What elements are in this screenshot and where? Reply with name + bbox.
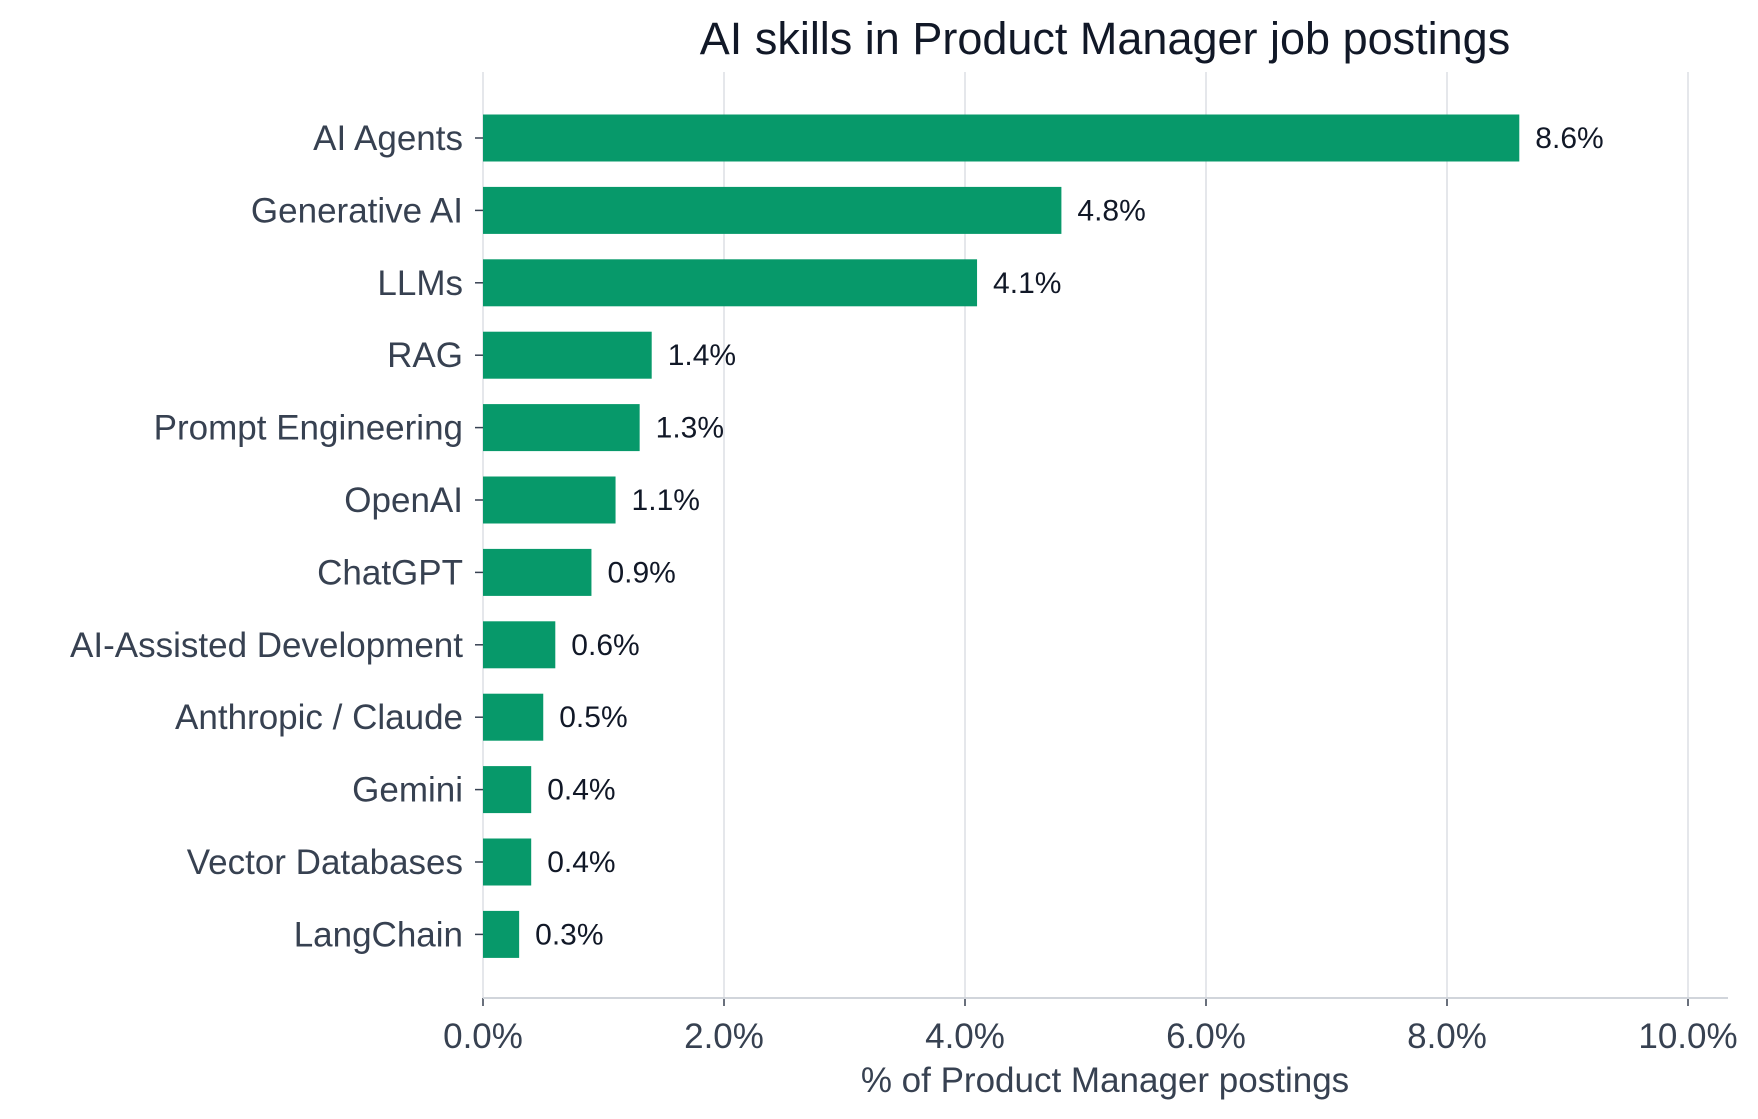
bar xyxy=(483,621,556,669)
data-label: 0.6% xyxy=(571,629,639,662)
bar xyxy=(483,838,532,886)
category-label: LangChain xyxy=(294,915,463,954)
category-label: Vector Databases xyxy=(187,843,463,882)
data-label: 0.5% xyxy=(559,701,627,734)
bar xyxy=(483,186,1062,234)
category-label: OpenAI xyxy=(344,481,463,520)
data-label: 4.1% xyxy=(993,267,1061,300)
bar xyxy=(483,766,532,814)
bar xyxy=(483,331,652,379)
bar xyxy=(483,548,592,596)
category-label: LLMs xyxy=(377,264,463,303)
data-label: 8.6% xyxy=(1535,122,1603,155)
category-label: Prompt Engineering xyxy=(154,409,463,448)
x-tick-label: 8.0% xyxy=(1407,1017,1487,1056)
labels: 0.0% 2.0% 4.0% 6.0% 8.0% 10.0% AI Agents 8.6% Ge… xyxy=(70,119,1738,1056)
x-tick-label: 2.0% xyxy=(684,1017,764,1056)
data-label: 1.4% xyxy=(668,339,736,372)
bars xyxy=(483,114,1520,958)
axes xyxy=(475,137,1728,1006)
x-tick-label: 10.0% xyxy=(1638,1017,1737,1056)
data-label: 4.8% xyxy=(1077,194,1145,227)
data-label: 0.4% xyxy=(547,846,615,879)
bar xyxy=(483,114,1520,162)
category-label: AI-Assisted Development xyxy=(70,626,463,665)
category-label: ChatGPT xyxy=(317,553,463,592)
bar xyxy=(483,476,616,524)
x-tick-label: 4.0% xyxy=(925,1017,1005,1056)
category-label: Generative AI xyxy=(251,191,463,230)
x-tick-label: 0.0% xyxy=(443,1017,523,1056)
category-label: AI Agents xyxy=(313,119,463,158)
category-label: Gemini xyxy=(352,771,463,810)
x-axis-title: % of Product Manager postings xyxy=(861,1061,1349,1100)
x-tick-label: 6.0% xyxy=(1166,1017,1246,1056)
category-label: Anthropic / Claude xyxy=(175,698,463,737)
chart-title: AI skills in Product Manager job posting… xyxy=(700,13,1510,64)
data-label: 0.4% xyxy=(547,774,615,807)
bar xyxy=(483,259,978,307)
bar xyxy=(483,404,640,452)
bar xyxy=(483,693,544,741)
data-label: 0.9% xyxy=(607,556,675,589)
data-label: 1.1% xyxy=(632,484,700,517)
data-label: 0.3% xyxy=(535,918,603,951)
data-label: 1.3% xyxy=(656,412,724,445)
bar xyxy=(483,910,520,958)
category-label: RAG xyxy=(387,336,463,375)
